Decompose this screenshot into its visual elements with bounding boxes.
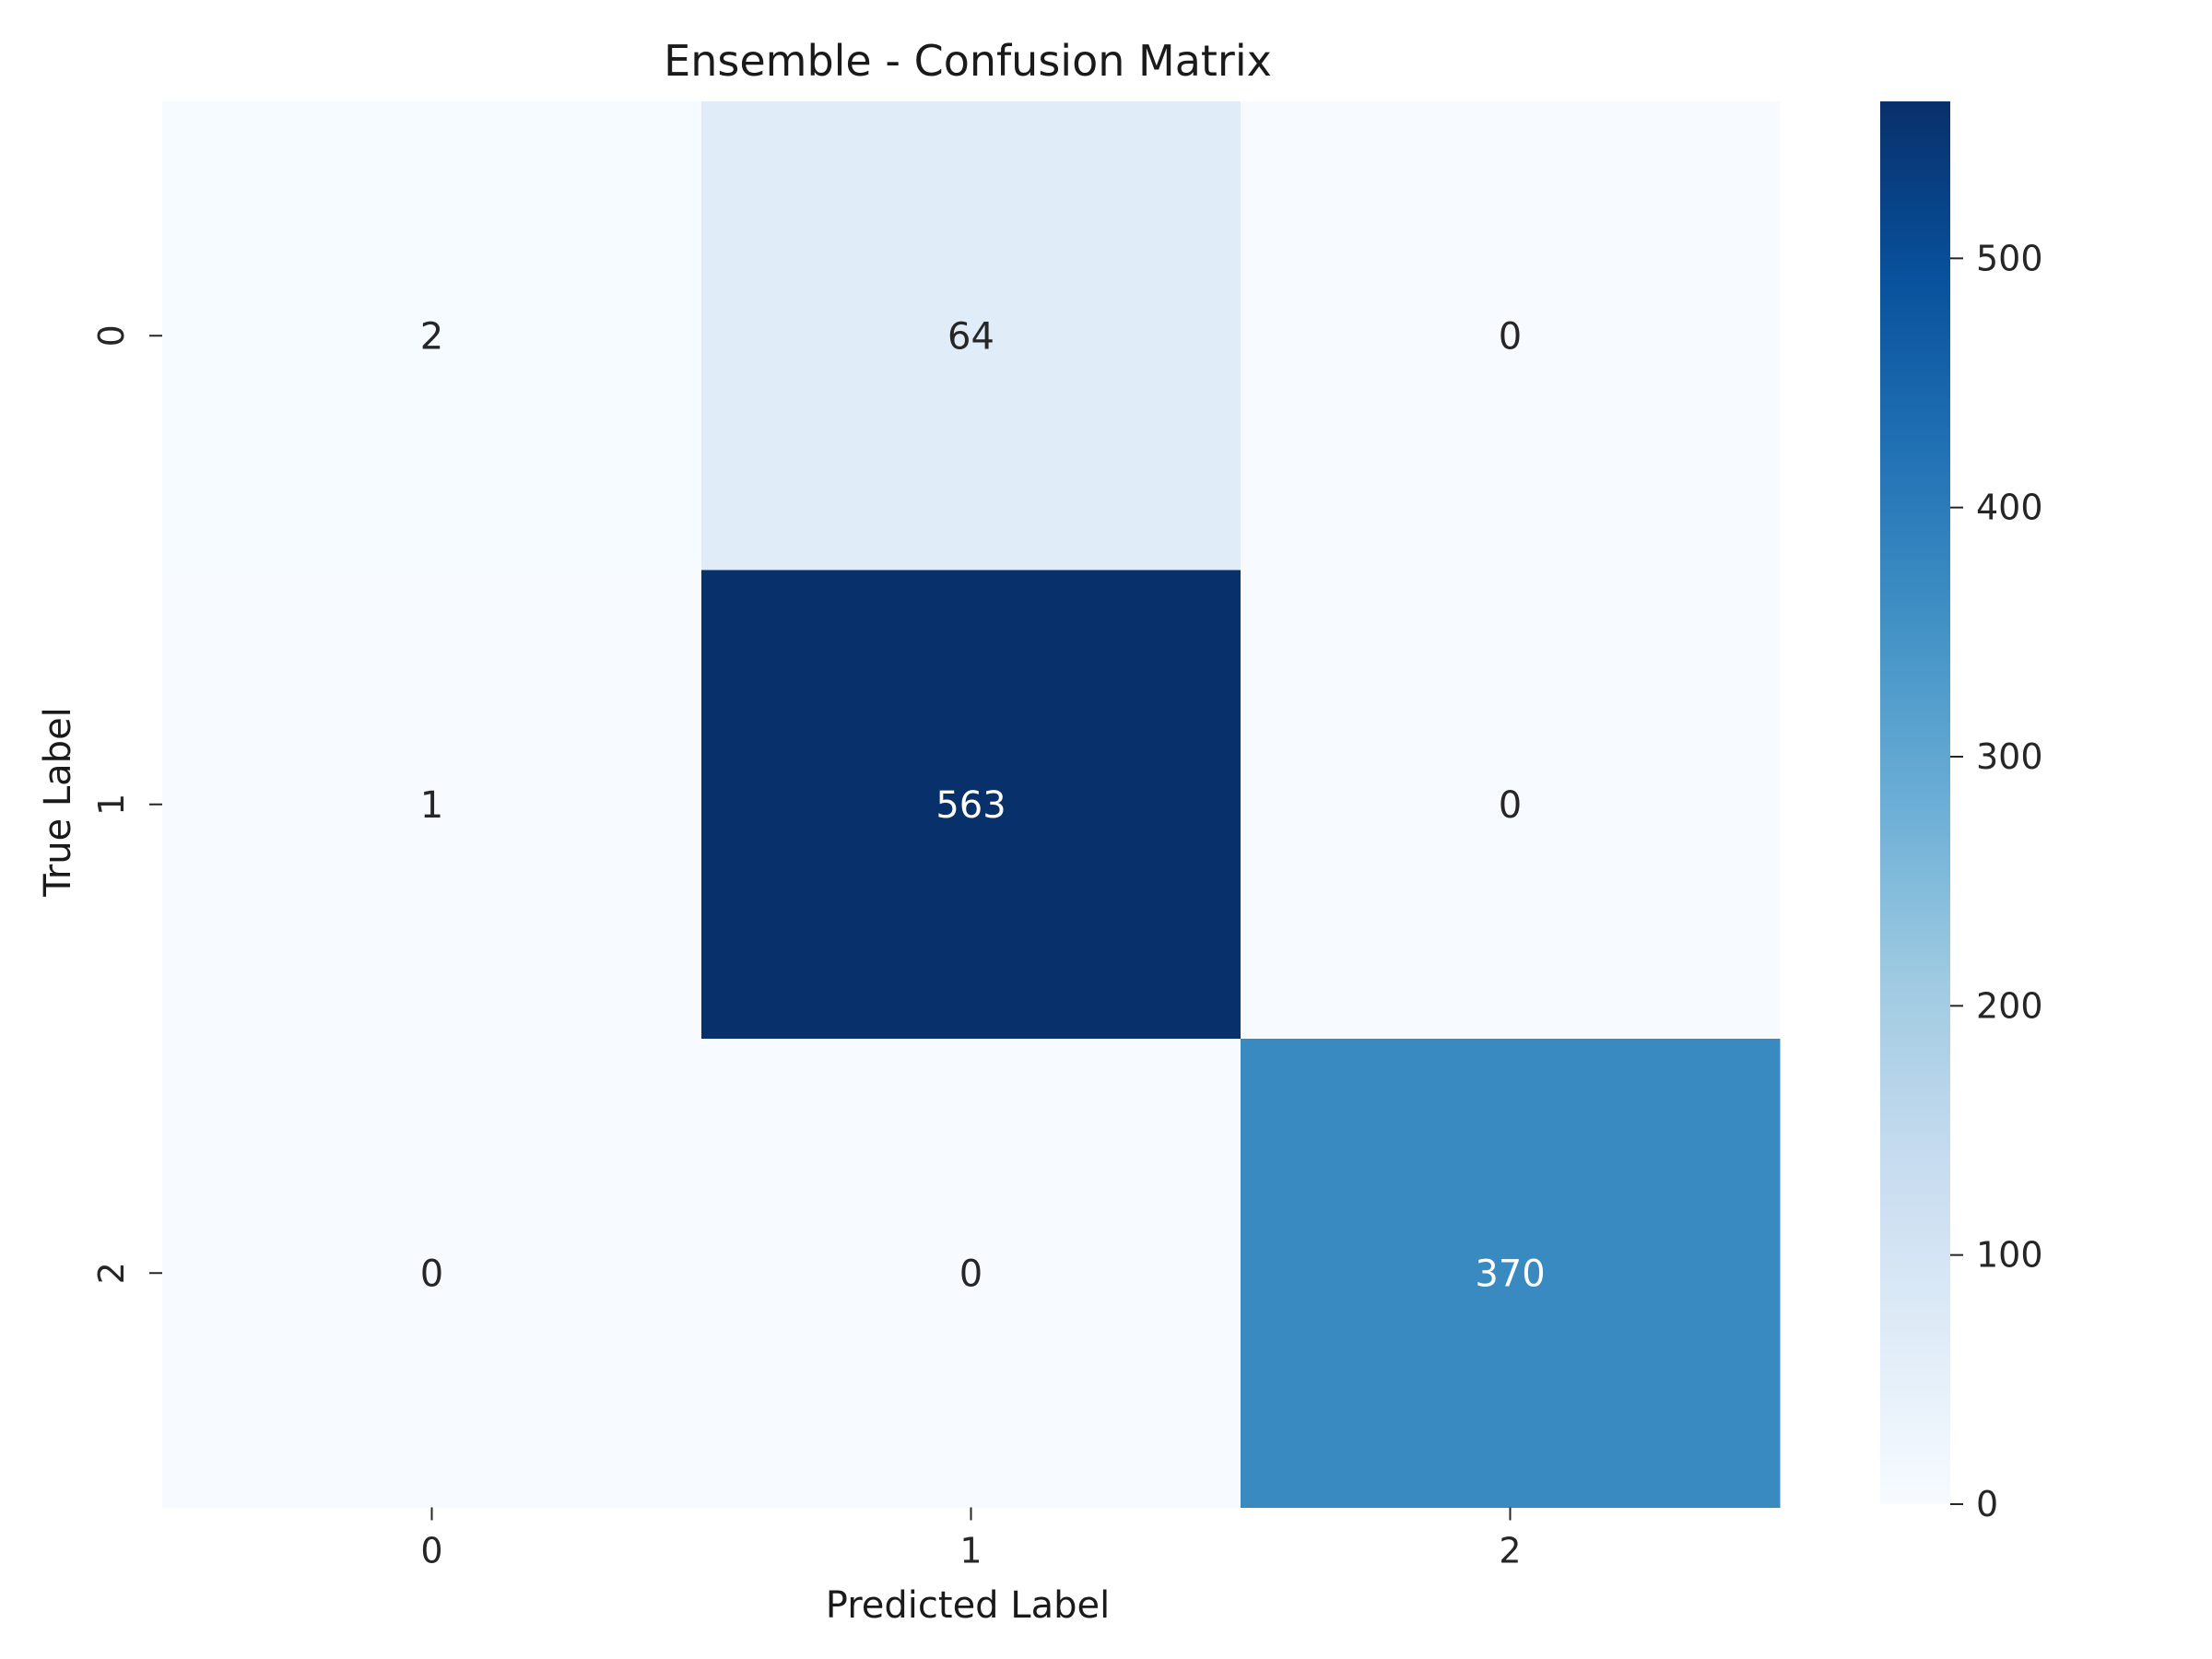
cell-value-label: 370 <box>1475 1253 1545 1295</box>
heatmap-cell-2-0 <box>162 1039 702 1508</box>
x-tick-label: 1 <box>959 1531 982 1571</box>
colorbar-tick-label: 400 <box>1976 488 2043 528</box>
heatmap-cell-2-1 <box>701 1039 1241 1508</box>
colorbar-tick-label: 200 <box>1976 985 2043 1026</box>
cell-value-label: 1 <box>420 784 443 827</box>
heatmap-cell-1-0 <box>162 570 702 1040</box>
heatmap-cell-0-2 <box>1241 101 1781 571</box>
cell-value-label: 0 <box>1499 784 1522 827</box>
heatmap-cells <box>162 101 1781 1508</box>
heatmap-cell-1-1 <box>701 570 1241 1040</box>
x-tick-label: 2 <box>1499 1531 1521 1571</box>
x-axis: 0 1 2 <box>420 1507 1522 1571</box>
colorbar-tick-label: 100 <box>1976 1235 2043 1276</box>
y-tick-label: 1 <box>91 794 132 816</box>
heatmap-cell-0-1 <box>701 101 1241 571</box>
cell-annotations: 2 64 0 1 563 0 0 0 370 <box>420 315 1546 1295</box>
chart-title: Ensemble - Confusion Matrix <box>664 36 1272 86</box>
x-tick-label: 0 <box>420 1531 442 1571</box>
y-tick-label: 2 <box>91 1262 132 1284</box>
heatmap-cell-1-2 <box>1241 570 1781 1040</box>
cell-value-label: 0 <box>959 1253 982 1295</box>
heatmap-cell-2-2 <box>1241 1039 1781 1508</box>
heatmap-cell-0-0 <box>162 101 702 571</box>
y-tick-label: 0 <box>91 324 132 347</box>
colorbar-tick-label: 0 <box>1976 1484 1998 1524</box>
colorbar: 0 100 200 300 400 500 <box>1880 101 2043 1524</box>
cell-value-label: 0 <box>1499 315 1522 358</box>
y-axis: 0 1 2 <box>91 324 162 1284</box>
cell-value-label: 2 <box>420 315 443 358</box>
colorbar-tick-label: 500 <box>1976 238 2043 278</box>
y-axis-label: True Label <box>37 707 79 898</box>
colorbar-tick-label: 300 <box>1976 736 2043 777</box>
cell-value-label: 563 <box>935 784 1006 827</box>
cell-value-label: 64 <box>947 315 994 358</box>
cell-value-label: 0 <box>420 1253 443 1295</box>
colorbar-gradient <box>1880 101 1950 1504</box>
x-axis-label: Predicted Label <box>826 1584 1110 1627</box>
